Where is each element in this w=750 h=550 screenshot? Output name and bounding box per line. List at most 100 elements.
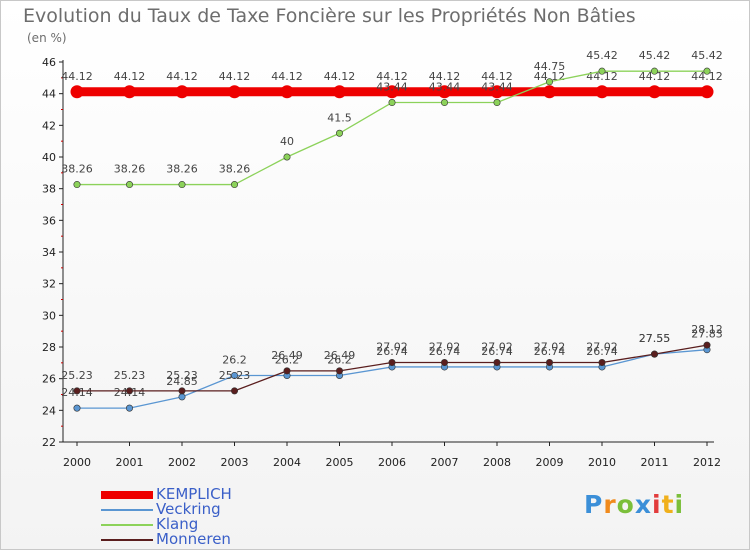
y-tick-label: 46 <box>42 56 56 69</box>
data-point-monneren <box>73 387 81 395</box>
data-label-monneren: 27.02 <box>481 341 513 354</box>
data-point-monneren <box>231 387 239 395</box>
data-label-klang: 38.26 <box>166 163 198 176</box>
data-label-monneren: 27.02 <box>586 341 618 354</box>
logo-letter: i <box>674 490 685 519</box>
x-tick-label: 2004 <box>273 456 301 469</box>
data-label-klang: 43.44 <box>429 81 461 94</box>
legend-item-kemplich: KEMPLICH <box>101 485 301 503</box>
logo-letter: i <box>652 490 662 519</box>
logo-letter: x <box>634 490 652 519</box>
y-tick-label: 40 <box>42 151 56 164</box>
x-tick-label: 2003 <box>221 456 249 469</box>
data-label-veckring: 26.74 <box>429 345 461 358</box>
x-tick-label: 2012 <box>693 456 721 469</box>
x-tick-label: 2000 <box>63 456 91 469</box>
data-label-veckring: 26.74 <box>376 345 408 358</box>
legend-swatch-kemplich <box>101 491 153 499</box>
data-label-klang: 41.5 <box>327 111 352 124</box>
data-label-veckring: 26.2 <box>275 354 300 367</box>
data-point-monneren <box>388 359 396 367</box>
data-point-monneren <box>335 367 343 375</box>
data-label-monneren: 27.02 <box>429 341 461 354</box>
y-tick-label: 26 <box>42 373 56 386</box>
data-label-kemplich: 44.12 <box>639 70 671 83</box>
chart-title: Evolution du Taux de Taxe Foncière sur l… <box>23 5 636 27</box>
data-label-klang: 38.26 <box>61 163 93 176</box>
y-tick-label: 32 <box>42 278 56 291</box>
y-tick-label: 22 <box>42 436 56 449</box>
data-label-monneren: 28.12 <box>691 323 723 336</box>
data-label-klang: 45.42 <box>691 49 723 62</box>
data-point-klang <box>493 99 501 107</box>
data-label-kemplich: 44.12 <box>166 70 198 83</box>
data-point-klang <box>388 99 396 107</box>
data-label-klang: 45.42 <box>639 49 671 62</box>
y-tick-label: 38 <box>42 183 56 196</box>
x-tick-label: 2005 <box>326 456 354 469</box>
data-point-klang <box>178 181 186 189</box>
data-point-kemplich <box>490 85 504 99</box>
data-point-monneren <box>440 359 448 367</box>
legend-label-klang: Klang <box>156 515 199 533</box>
logo-letter: r <box>603 490 617 519</box>
data-point-monneren <box>283 367 291 375</box>
legend-label-kemplich: KEMPLICH <box>156 485 232 503</box>
data-label-kemplich: 44.12 <box>691 70 723 83</box>
data-label-kemplich: 44.12 <box>61 70 93 83</box>
data-label-klang: 44.75 <box>534 60 566 73</box>
data-label-veckring: 26.2 <box>222 354 247 367</box>
data-point-kemplich <box>595 85 609 99</box>
data-point-monneren <box>650 350 658 358</box>
y-tick-label: 36 <box>42 214 56 227</box>
data-label-kemplich: 44.12 <box>324 70 356 83</box>
x-tick-label: 2011 <box>641 456 669 469</box>
data-point-klang <box>598 67 606 75</box>
logo-letter: P <box>584 490 604 519</box>
data-point-kemplich <box>175 85 189 99</box>
data-label-klang: 43.44 <box>376 81 408 94</box>
data-point-kemplich <box>438 85 451 99</box>
y-axis-unit-label: (en %) <box>27 31 67 45</box>
data-point-kemplich <box>385 85 399 99</box>
data-point-klang <box>440 99 448 107</box>
data-point-klang <box>335 129 343 137</box>
y-tick-label: 42 <box>42 119 56 132</box>
legend-item-klang: Klang <box>101 515 301 533</box>
data-label-veckring: 26.74 <box>481 345 513 358</box>
logo-letter: o <box>616 490 635 519</box>
legend-item-veckring: Veckring <box>101 500 301 518</box>
data-label-veckring: 26.74 <box>586 345 618 358</box>
legend-swatch-klang <box>101 524 153 526</box>
data-point-monneren <box>178 387 186 395</box>
data-point-klang <box>73 181 81 189</box>
data-point-monneren <box>545 359 553 367</box>
data-label-veckring: 24.85 <box>166 375 198 388</box>
data-point-veckring <box>126 404 134 412</box>
data-point-klang <box>545 78 553 86</box>
chart-legend: KEMPLICH Veckring Klang Monneren <box>101 485 301 548</box>
data-label-monneren: 25.23 <box>219 369 251 382</box>
data-point-kemplich <box>648 85 661 99</box>
data-label-monneren: 25.23 <box>114 369 146 382</box>
data-label-klang: 43.44 <box>481 81 513 94</box>
data-label-monneren: 27.02 <box>534 341 566 354</box>
data-label-klang: 40 <box>280 135 294 148</box>
data-point-veckring <box>73 404 81 412</box>
x-tick-label: 2002 <box>168 456 196 469</box>
data-point-monneren <box>493 359 501 367</box>
x-tick-label: 2009 <box>536 456 564 469</box>
y-tick-label: 30 <box>42 309 56 322</box>
data-label-veckring: 26.2 <box>327 354 352 367</box>
x-tick-label: 2010 <box>588 456 616 469</box>
logo-letter: t <box>661 490 675 519</box>
data-label-klang: 38.26 <box>219 163 251 176</box>
data-label-veckring: 27.83 <box>691 328 723 341</box>
data-point-kemplich <box>70 85 84 99</box>
legend-label-veckring: Veckring <box>156 500 221 518</box>
data-point-klang <box>231 181 239 189</box>
x-tick-label: 2007 <box>431 456 459 469</box>
data-point-kemplich <box>333 85 346 99</box>
data-label-monneren: 27.55 <box>639 332 671 345</box>
data-point-monneren <box>598 359 606 367</box>
